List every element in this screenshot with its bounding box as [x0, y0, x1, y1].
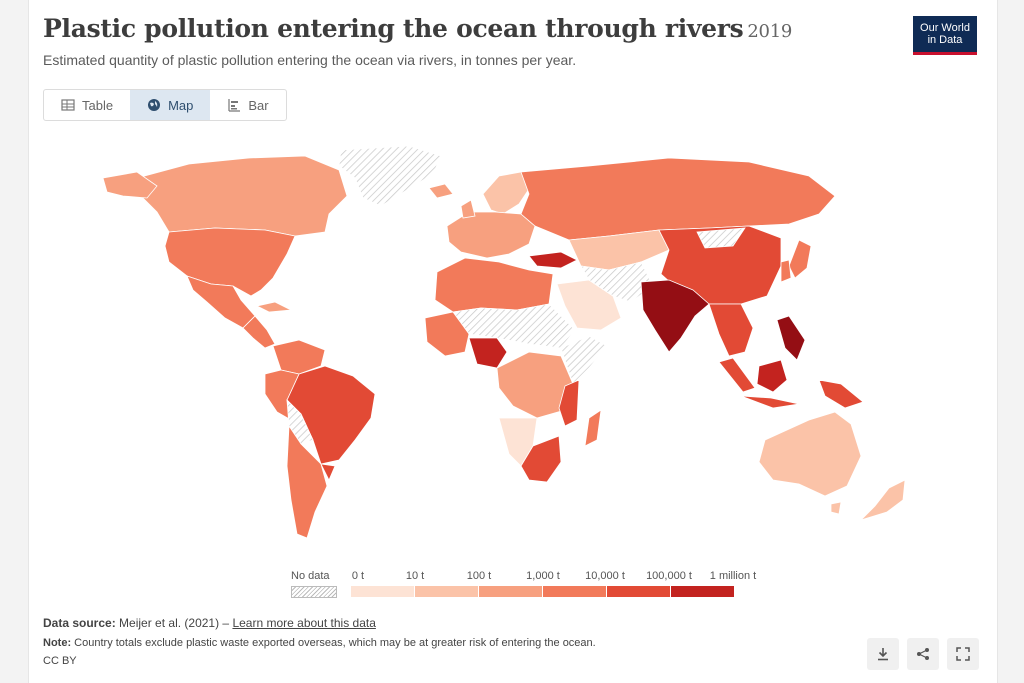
map-region-turkey[interactable] — [528, 251, 578, 269]
map-region-greenland[interactable] — [338, 145, 442, 207]
legend-no-data-swatch — [291, 586, 337, 598]
map-region-uruguay[interactable] — [320, 463, 336, 481]
map-region-borneo[interactable] — [756, 359, 788, 393]
map-region-bolivia[interactable] — [286, 398, 314, 445]
chart-year: 2019 — [747, 21, 793, 42]
logo-line-2: in Data — [927, 34, 963, 46]
data-source: Data source: Meijer et al. (2021) – Lear… — [43, 616, 376, 630]
license-text: CC BY — [43, 655, 77, 667]
map-region-mongolia[interactable] — [696, 227, 746, 249]
map-region-central-america[interactable] — [242, 315, 276, 349]
share-button[interactable] — [907, 638, 939, 670]
map-region-madagascar[interactable] — [584, 409, 602, 447]
download-icon — [878, 648, 888, 661]
note-text: Country totals exclude plastic waste exp… — [74, 637, 596, 649]
tab-bar-label: Bar — [248, 97, 269, 113]
legend-tick-4: 10,000 t — [585, 570, 625, 582]
map-region-uk[interactable] — [460, 199, 476, 219]
tab-table-label: Table — [82, 97, 114, 113]
map-region-west-africa[interactable] — [424, 311, 470, 357]
fullscreen-icon — [956, 647, 970, 661]
map-region-new-guinea[interactable] — [818, 379, 864, 409]
source-label: Data source: — [43, 616, 116, 630]
map-region-argentina-chile[interactable] — [286, 424, 328, 539]
legend-bin-0[interactable] — [351, 586, 415, 597]
map-region-japan[interactable] — [788, 239, 812, 279]
map-region-horn-of-africa[interactable] — [560, 335, 608, 385]
legend-bin-3[interactable] — [543, 586, 607, 597]
map-region-iceland[interactable] — [428, 183, 454, 199]
map-region-india[interactable] — [640, 279, 710, 353]
chart-card: Plastic pollution entering the ocean thr… — [28, 0, 998, 683]
legend-tick-0: 0 t — [351, 570, 365, 582]
tab-bar[interactable]: Bar — [210, 90, 285, 120]
table-icon — [61, 99, 75, 111]
tab-map-label: Map — [168, 97, 194, 113]
logo-line-1: Our World — [920, 22, 970, 34]
chart-title: Plastic pollution entering the ocean thr… — [43, 14, 792, 43]
map-region-china[interactable] — [658, 225, 782, 305]
chart-note: Note: Country totals exclude plastic was… — [43, 637, 596, 649]
map-region-sumatra[interactable] — [718, 357, 756, 393]
chart-subtitle: Estimated quantity of plastic pollution … — [43, 52, 577, 68]
map-region-canada[interactable] — [136, 155, 348, 237]
map-region-java[interactable] — [740, 395, 800, 409]
map-region-australia[interactable] — [758, 411, 862, 497]
map-region-russia[interactable] — [520, 157, 836, 241]
bar-chart-icon — [228, 99, 241, 112]
map-region-cuba[interactable] — [255, 301, 293, 313]
map-region-alaska[interactable] — [102, 171, 158, 199]
legend-bin-5[interactable] — [671, 586, 735, 597]
tab-map[interactable]: Map — [130, 90, 211, 120]
legend-bins — [351, 586, 735, 597]
source-text: Meijer et al. (2021) – — [119, 616, 230, 630]
legend-bin-2[interactable] — [479, 586, 543, 597]
legend-no-data-label: No data — [291, 570, 330, 582]
chart-actions — [867, 638, 979, 670]
tab-table[interactable]: Table — [44, 90, 130, 120]
map-region-south-africa[interactable] — [520, 435, 562, 483]
legend-bin-4[interactable] — [607, 586, 671, 597]
legend-tick-2: 100 t — [466, 570, 492, 582]
map-region-east-africa[interactable] — [558, 379, 580, 427]
map-legend: No data 0 t 10 t 100 t 1,000 t 10,000 t … — [285, 568, 765, 604]
globe-icon — [148, 99, 161, 111]
map-region-europe[interactable] — [446, 211, 536, 259]
legend-bin-1[interactable] — [415, 586, 479, 597]
legend-tick-1: 10 t — [405, 570, 425, 582]
map-region-sahel[interactable] — [452, 303, 576, 349]
map-region-philippines[interactable] — [776, 315, 806, 361]
map-region-tasmania[interactable] — [830, 501, 842, 515]
view-tabs: Table Map Bar — [43, 89, 287, 121]
learn-more-link[interactable]: Learn more about this data — [232, 616, 376, 630]
share-icon — [917, 648, 929, 660]
map-region-southeast-asia[interactable] — [708, 303, 754, 357]
map-region-usa[interactable] — [164, 227, 296, 297]
download-button[interactable] — [867, 638, 899, 670]
fullscreen-button[interactable] — [947, 638, 979, 670]
legend-tick-6: 1 million t — [709, 570, 757, 582]
legend-tick-3: 1,000 t — [526, 570, 560, 582]
note-label: Note: — [43, 637, 72, 649]
map-region-nigeria[interactable] — [468, 337, 508, 369]
owid-logo[interactable]: Our World in Data — [913, 16, 977, 55]
map-region-scandinavia[interactable] — [482, 171, 532, 215]
map-region-north-africa[interactable] — [434, 257, 554, 313]
legend-tick-5: 100,000 t — [646, 570, 692, 582]
map-region-new-zealand[interactable] — [860, 479, 906, 521]
map-region-korea[interactable] — [780, 259, 792, 283]
world-map[interactable] — [69, 140, 959, 560]
chart-title-text: Plastic pollution entering the ocean thr… — [43, 14, 744, 43]
